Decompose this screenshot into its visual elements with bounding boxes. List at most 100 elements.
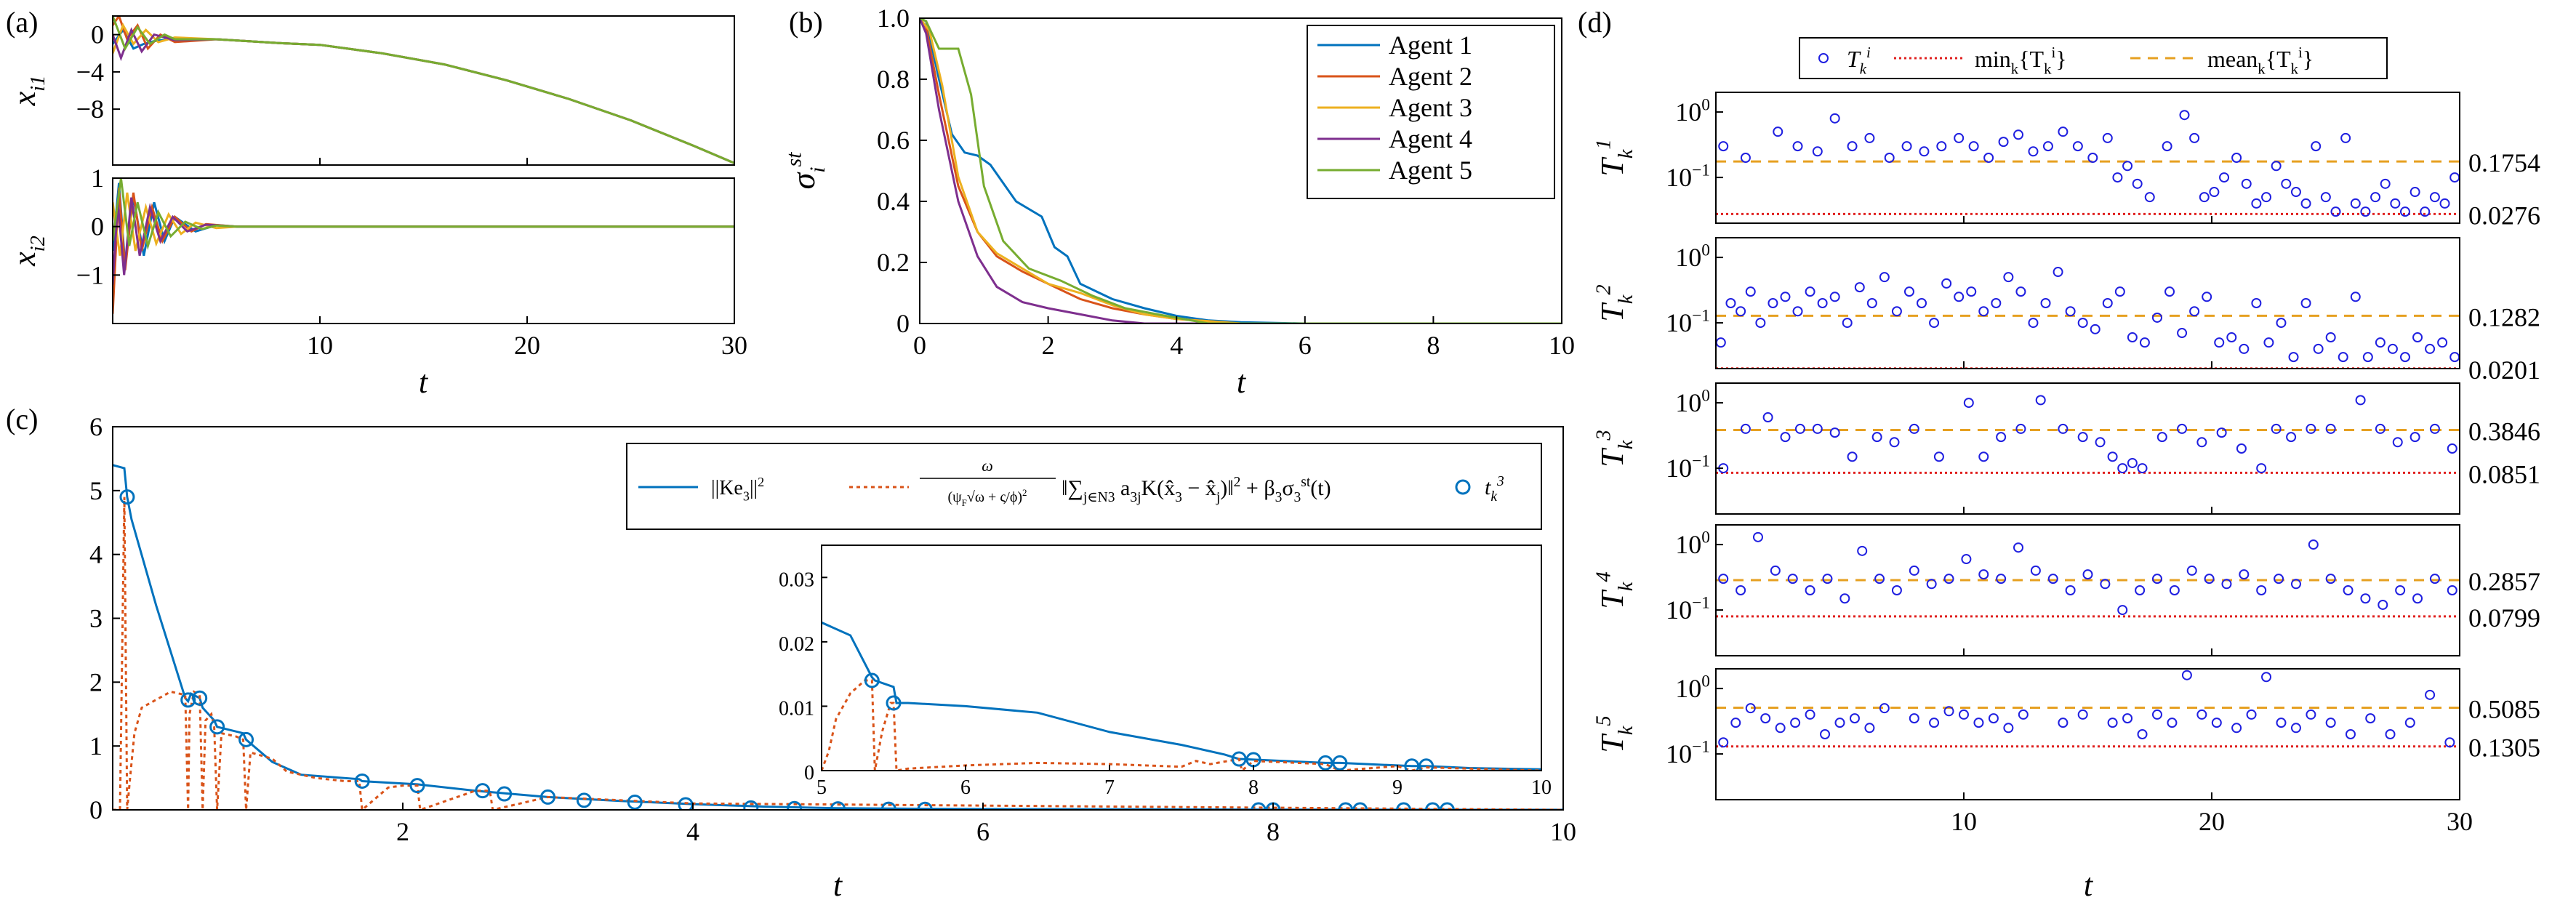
y-axis-label: σist xyxy=(782,152,830,190)
interval-marker xyxy=(2127,457,2138,468)
series-group xyxy=(113,178,734,314)
legend-label-part: 2 xyxy=(758,475,764,489)
y-axis-label-part: T xyxy=(1594,447,1630,467)
y-axis-label-part: k xyxy=(1615,581,1637,591)
interval-marker xyxy=(1812,423,1823,434)
interval-marker xyxy=(2226,332,2237,343)
interval-marker xyxy=(2306,423,2316,434)
interval-marker xyxy=(2429,574,2440,584)
x-tick-label: 9 xyxy=(1392,776,1403,799)
interval-marker xyxy=(1954,132,1965,143)
interval-marker xyxy=(2276,318,2287,329)
interval-marker xyxy=(2132,178,2143,189)
interval-marker xyxy=(2261,672,2272,683)
points-group xyxy=(1716,531,2460,618)
interval-marker xyxy=(1716,337,1726,348)
points-group xyxy=(1716,395,2460,474)
interval-marker xyxy=(2286,432,2297,443)
panel-label: (d) xyxy=(1578,6,1612,39)
y-axis-label-part: T xyxy=(1594,589,1630,609)
interval-marker xyxy=(1762,412,1773,423)
interval-marker xyxy=(2345,729,2356,739)
interval-marker xyxy=(2370,192,2381,203)
y-tick-label: 0 xyxy=(91,212,104,241)
interval-marker xyxy=(2425,343,2436,354)
legend-frac-den: (ψF√ω + ς/ϕ)2 xyxy=(947,487,1027,508)
y-tick-label: 100 xyxy=(1675,529,1710,559)
interval-marker xyxy=(2018,709,2029,720)
legend-label-part: ||Ke xyxy=(711,477,743,499)
interval-marker xyxy=(2308,539,2319,550)
interval-marker xyxy=(2355,395,2366,406)
interval-marker xyxy=(2077,432,2088,443)
trigger-marker xyxy=(238,731,254,747)
interval-marker xyxy=(2290,187,2301,198)
y-tick-label: 0.6 xyxy=(877,126,910,155)
interval-marker xyxy=(1903,286,1914,297)
interval-marker xyxy=(2135,585,2146,595)
interval-marker xyxy=(2211,718,2222,728)
y-axis-label-part: x xyxy=(7,252,42,267)
interval-marker xyxy=(1857,545,1868,556)
interval-marker xyxy=(2412,332,2423,343)
subplot-a1: 0 −4 −8 xi1 xyxy=(7,15,735,166)
x-tick-label: 7 xyxy=(1104,776,1115,799)
interval-marker xyxy=(1936,141,1947,152)
interval-marker xyxy=(2306,709,2316,720)
interval-marker xyxy=(1966,286,1977,297)
interval-marker xyxy=(2444,737,2455,748)
y-tick-label-part: 0 xyxy=(1701,672,1710,691)
trigger-marker xyxy=(180,692,196,708)
legend-frac-den-part: (ψ xyxy=(947,489,962,505)
interval-marker xyxy=(2053,267,2063,278)
series-line-5 xyxy=(113,178,734,251)
interval-marker xyxy=(1768,298,1778,308)
interval-marker xyxy=(2058,718,2069,728)
trigger-marker xyxy=(119,489,135,505)
interval-marker xyxy=(1919,146,1930,157)
interval-marker xyxy=(2186,565,2197,576)
interval-marker xyxy=(2179,110,2190,121)
y-tick-label: 100 xyxy=(1675,241,1710,272)
interval-marker xyxy=(2251,298,2262,308)
interval-marker xyxy=(1725,298,1736,308)
legend-label-part: {T xyxy=(2266,46,2291,72)
interval-marker xyxy=(1773,126,1783,137)
mean-value-label: 0.5085 xyxy=(2468,695,2540,724)
legend-label: meank{Tki} xyxy=(2207,44,2314,77)
y-tick-label-part: 10 xyxy=(1675,674,1701,703)
interval-marker xyxy=(2399,352,2410,363)
interval-marker xyxy=(2214,337,2225,348)
x-tick-label: 10 xyxy=(307,331,333,360)
interval-marker xyxy=(2375,423,2386,434)
interval-marker xyxy=(2072,141,2083,152)
legend-label-part: 3j xyxy=(1130,490,1141,505)
interval-marker xyxy=(2399,206,2410,217)
interval-marker xyxy=(1820,729,1831,739)
interval-marker xyxy=(1864,723,1875,734)
interval-marker xyxy=(1954,292,1965,302)
trigger-marker xyxy=(1439,802,1455,810)
interval-marker xyxy=(2221,579,2232,590)
interval-marker xyxy=(2077,318,2088,329)
interval-marker xyxy=(2058,126,2069,137)
legend-box xyxy=(626,443,1542,530)
y-tick-label: −8 xyxy=(76,95,104,124)
y-axis-label: Tk4 xyxy=(1592,571,1637,608)
legend-label-part: k xyxy=(2044,61,2052,78)
y-tick-label: 0 xyxy=(89,795,103,824)
min-value-label: 0.0799 xyxy=(2468,603,2540,632)
trigger-marker xyxy=(209,719,225,735)
y-tick-label-part: 10 xyxy=(1666,595,1692,624)
interval-marker xyxy=(2035,395,2046,406)
interval-marker xyxy=(2231,153,2242,163)
trigger-marker xyxy=(475,783,491,799)
interval-marker xyxy=(1978,306,1989,317)
y-axis-label-part: 2 xyxy=(1592,284,1615,294)
interval-marker xyxy=(2263,337,2274,348)
y-tick-label: 100 xyxy=(1675,96,1710,126)
interval-marker xyxy=(2102,298,2113,308)
interval-marker xyxy=(2144,192,2155,203)
y-axis-label-part: i2 xyxy=(27,236,49,252)
